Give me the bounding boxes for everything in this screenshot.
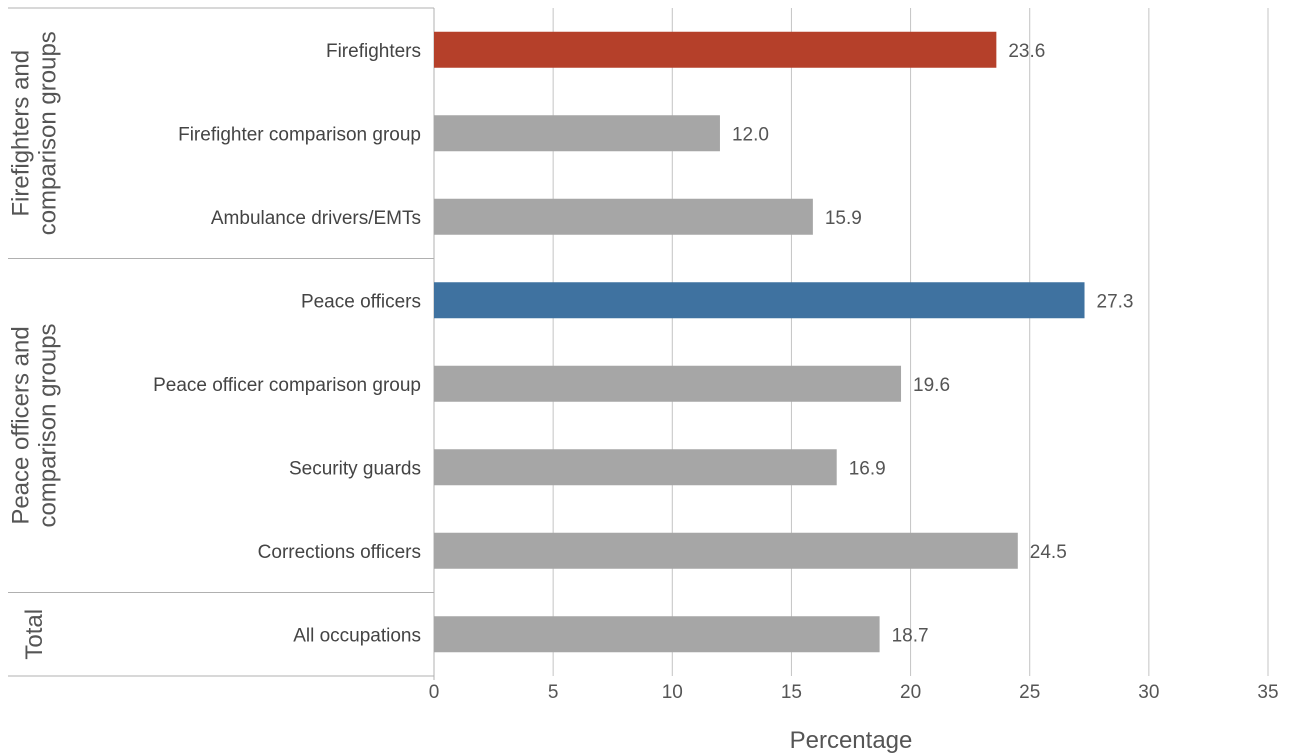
x-tick-label: 0 bbox=[429, 682, 440, 703]
group-label-line: Firefighters and bbox=[8, 50, 35, 217]
group-label-line: comparison groups bbox=[35, 323, 62, 527]
value-label: 19.6 bbox=[913, 375, 950, 396]
bars bbox=[434, 31, 1085, 653]
bar bbox=[434, 365, 902, 402]
category-label: Peace officer comparison group bbox=[153, 375, 421, 396]
x-tick-label: 20 bbox=[900, 682, 921, 703]
x-tick-label: 25 bbox=[1019, 682, 1040, 703]
group-label: Total bbox=[21, 609, 48, 660]
bar bbox=[434, 198, 813, 235]
category-label: Corrections officers bbox=[258, 542, 421, 563]
x-tick-label: 10 bbox=[662, 682, 683, 703]
value-label: 24.5 bbox=[1030, 542, 1067, 563]
group-label-line: Peace officers and bbox=[8, 326, 35, 524]
x-tick-label: 35 bbox=[1257, 682, 1278, 703]
gridlines bbox=[433, 8, 1269, 676]
bar bbox=[434, 449, 837, 486]
category-label: Peace officers bbox=[301, 291, 421, 312]
category-label: Security guards bbox=[289, 458, 421, 479]
value-label: 16.9 bbox=[849, 458, 886, 479]
category-label: Firefighters bbox=[326, 41, 421, 62]
labels: Firefighters 23.6 Firefighter comparison g… bbox=[153, 41, 1133, 647]
category-label: Firefighter comparison group bbox=[178, 124, 421, 145]
bar bbox=[434, 532, 1018, 569]
bar bbox=[434, 282, 1085, 319]
group-label-line: comparison groups bbox=[35, 31, 62, 235]
bar bbox=[434, 31, 997, 68]
group-label-line: Total bbox=[21, 609, 48, 660]
x-tick-label: 15 bbox=[781, 682, 802, 703]
value-label: 23.6 bbox=[1008, 41, 1045, 62]
x-tick-label: 30 bbox=[1138, 682, 1159, 703]
group-label: Firefighters andcomparison groups bbox=[8, 31, 62, 235]
category-label: Ambulance drivers/EMTs bbox=[211, 208, 421, 229]
bar bbox=[434, 115, 720, 152]
group-label: Peace officers andcomparison groups bbox=[8, 323, 62, 527]
x-axis-title: Percentage bbox=[790, 727, 913, 754]
group-separators bbox=[8, 7, 435, 680]
value-label: 15.9 bbox=[825, 208, 862, 229]
value-label: 27.3 bbox=[1097, 291, 1134, 312]
category-label: All occupations bbox=[293, 625, 421, 646]
x-axis-ticks: 0 5 10 15 20 25 30 35 bbox=[429, 682, 1279, 703]
value-label: 18.7 bbox=[892, 625, 929, 646]
x-tick-label: 5 bbox=[548, 682, 559, 703]
bar bbox=[434, 616, 880, 653]
value-label: 12.0 bbox=[732, 124, 769, 145]
